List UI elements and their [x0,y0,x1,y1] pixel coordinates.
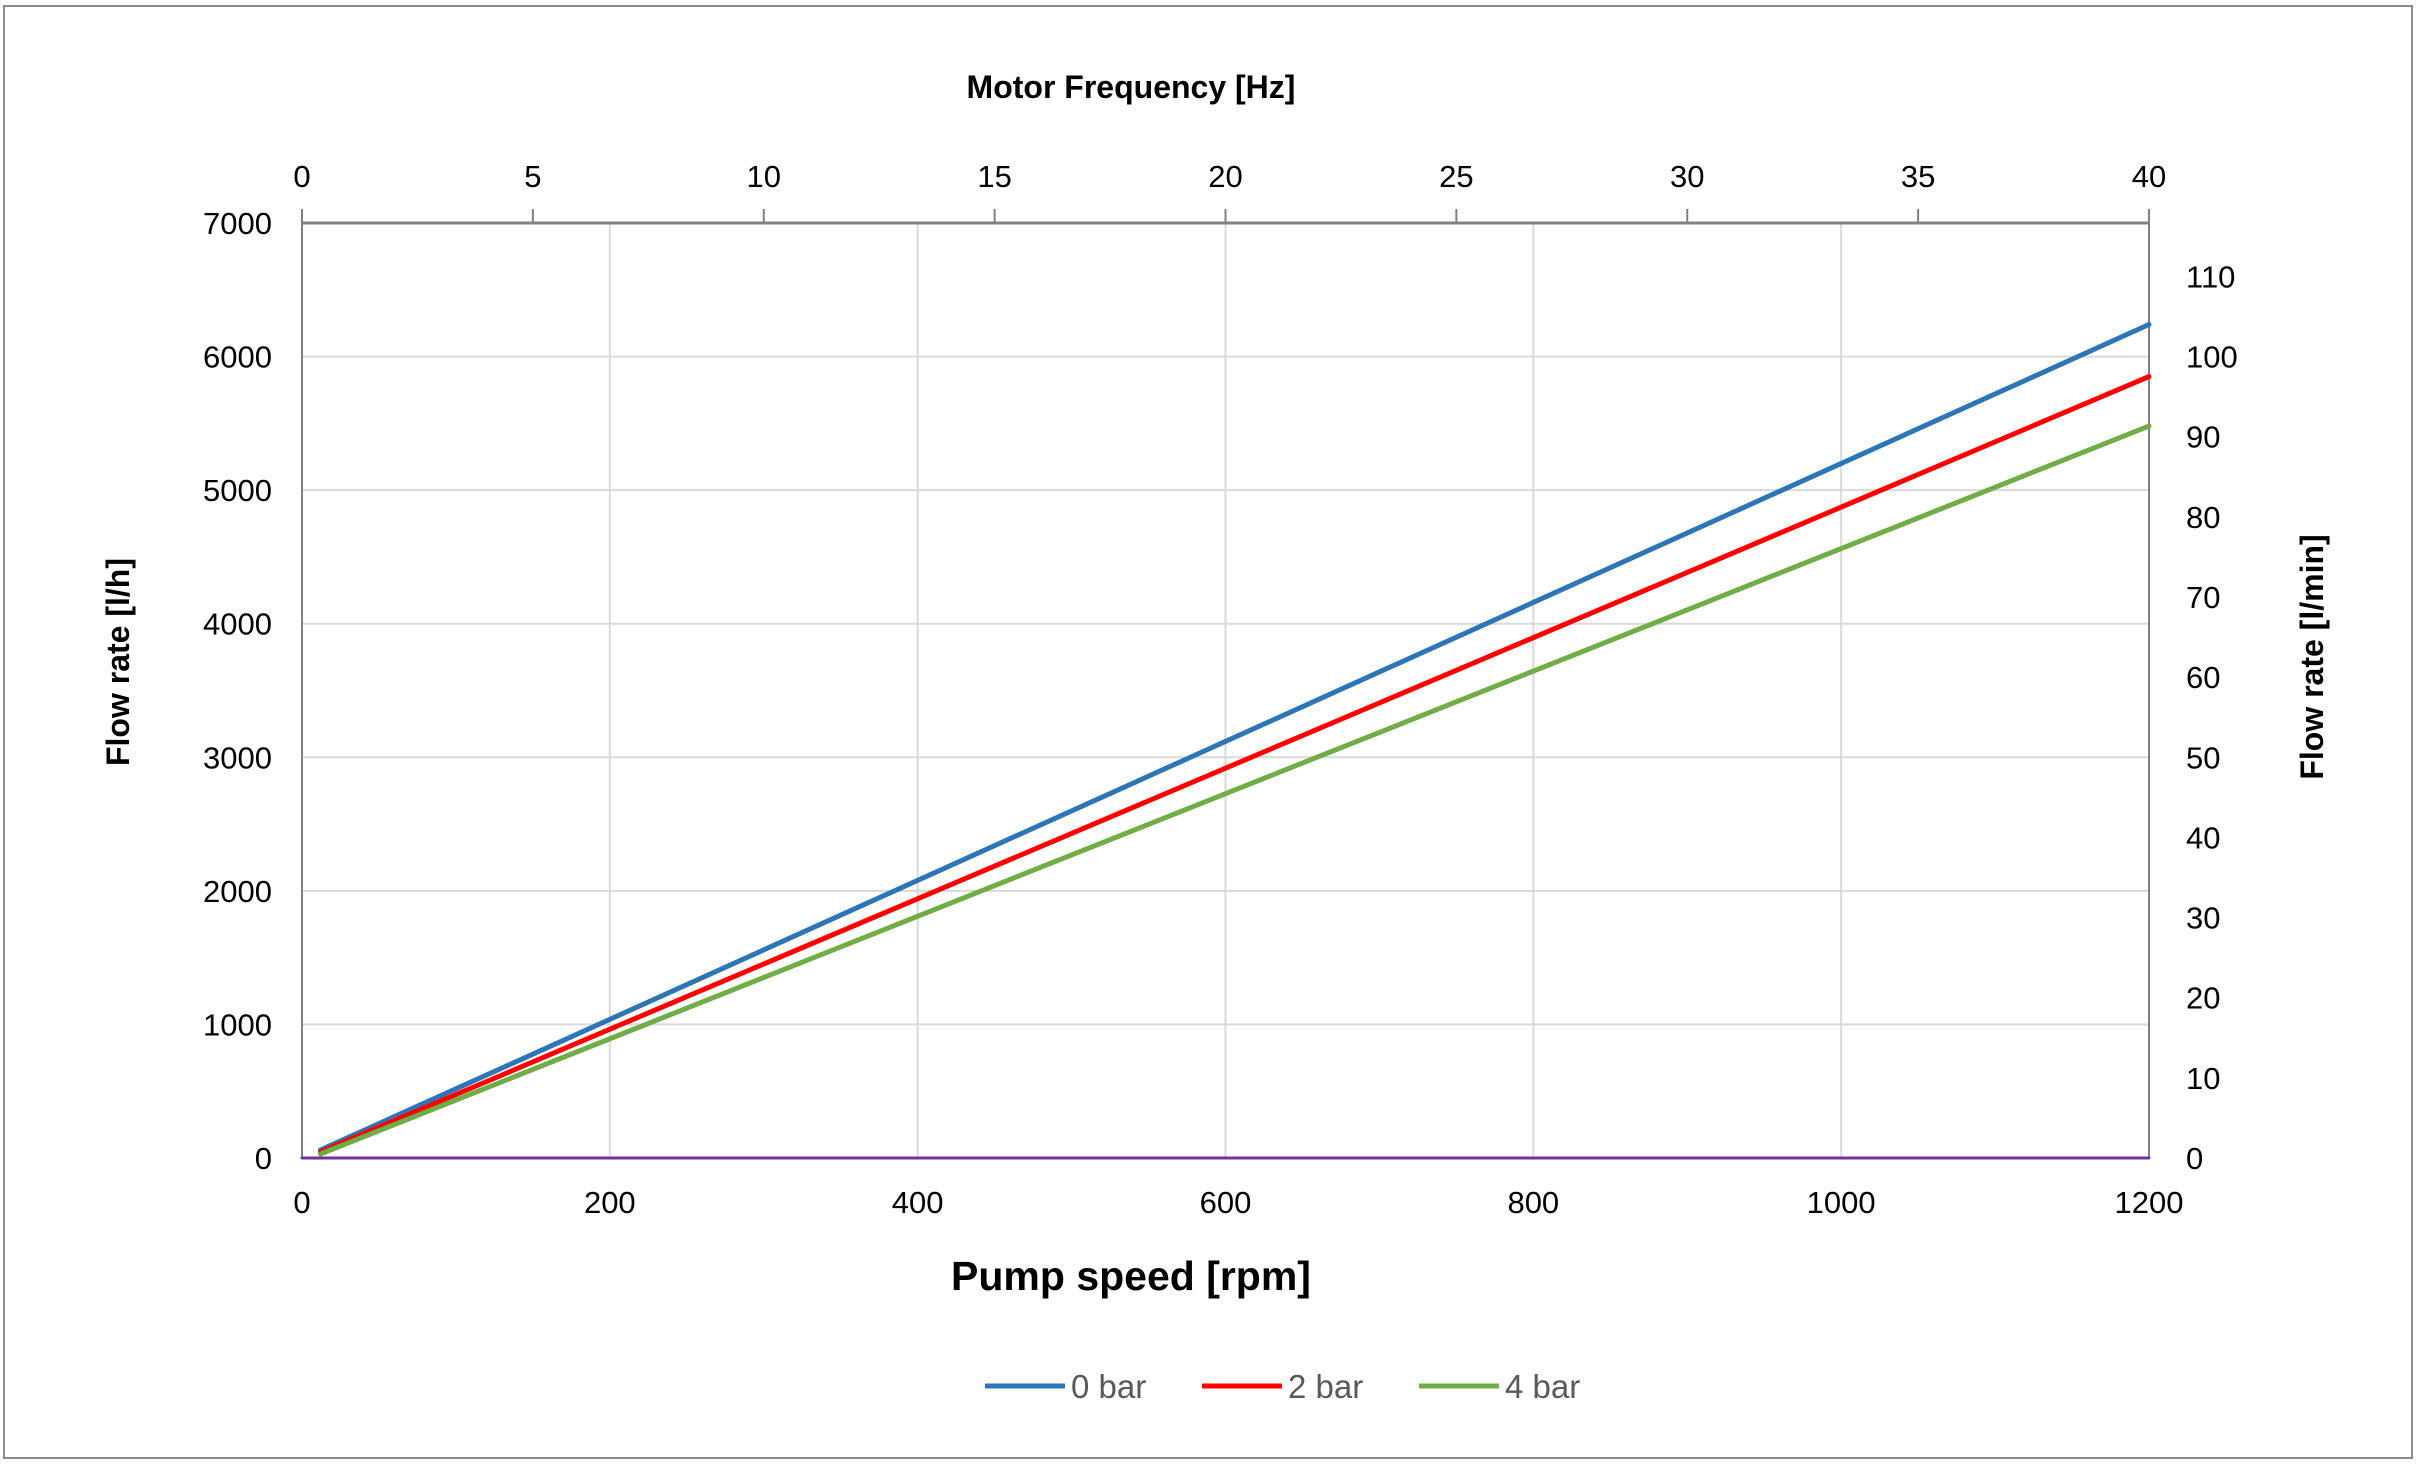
y2-tick-label: 100 [2186,340,2238,375]
x2-tick-label: 20 [1208,159,1242,194]
y2-tick-label: 70 [2186,580,2220,615]
legend-label-2-bar: 2 bar [1288,1368,1363,1405]
series-line-0-bar [317,322,2152,1153]
x2-tick-label: 5 [524,159,541,194]
y2-tick-label: 40 [2186,820,2220,855]
series-line-4-bar [317,423,2152,1157]
chart-frame: 0 200 400 600 800 1000 1200 0 1000 2000 3000 4000 50… [3,5,2413,1459]
x2-axis-title: Motor Frequency [Hz] [967,69,1296,105]
x2-tick-label: 15 [977,159,1011,194]
ticks-layer: 0 200 400 600 800 1000 12000100020003000400050… [203,159,2238,1220]
y-tick-label: 7000 [203,206,272,241]
x-axis-title: Pump speed [rpm] [951,1253,1311,1299]
y2-tick-label: 110 [2186,259,2235,294]
grid-layer [302,223,2149,1158]
legend: 0 bar 2 bar 4 bar [985,1368,1580,1405]
x-tick-label: 200 [584,1185,636,1220]
series-layer [300,322,2152,1160]
x2-tick-label: 35 [1901,159,1935,194]
x-tick-label: 1000 [1807,1185,1876,1220]
y2-tick-label: 0 [2186,1141,2203,1176]
y-tick-label: 2000 [203,874,272,909]
y2-axis-title: Flow rate [l/min] [2294,534,2330,779]
x-tick-label: 800 [1507,1185,1559,1220]
y2-tick-label: 10 [2186,1061,2220,1096]
legend-label-4-bar: 4 bar [1505,1368,1580,1405]
y-tick-label: 4000 [203,607,272,642]
x2-tick-label: 10 [747,159,781,194]
y2-tick-label: 90 [2186,420,2220,455]
x2-tick-label: 40 [2132,159,2166,194]
y-tick-label: 6000 [203,340,272,375]
y2-tick-label: 30 [2186,901,2220,936]
y-tick-label: 5000 [203,473,272,508]
y2-tick-label: 20 [2186,981,2220,1016]
y-axis-title: Flow rate [l/h] [100,558,136,766]
x-tick-label: 600 [1200,1185,1252,1220]
y2-tick-label: 50 [2186,740,2220,775]
y2-tick-label: 80 [2186,500,2220,535]
x-tick-label: 0 [293,1185,310,1220]
x-tick-label: 400 [892,1185,944,1220]
x2-tick-label: 25 [1439,159,1473,194]
chart-svg: 0 200 400 600 800 1000 12000100020003000400050… [100,69,2330,1405]
x-tick-label: 1200 [2115,1185,2184,1220]
x2-tick-label: 30 [1670,159,1704,194]
legend-label-0-bar: 0 bar [1071,1368,1146,1405]
series-line-2-bar [317,374,2152,1155]
x2-tick-label: 0 [293,159,310,194]
y-tick-label: 0 [255,1141,272,1176]
y-tick-label: 1000 [203,1007,272,1042]
y-tick-label: 3000 [203,740,272,775]
y2-tick-label: 60 [2186,660,2220,695]
